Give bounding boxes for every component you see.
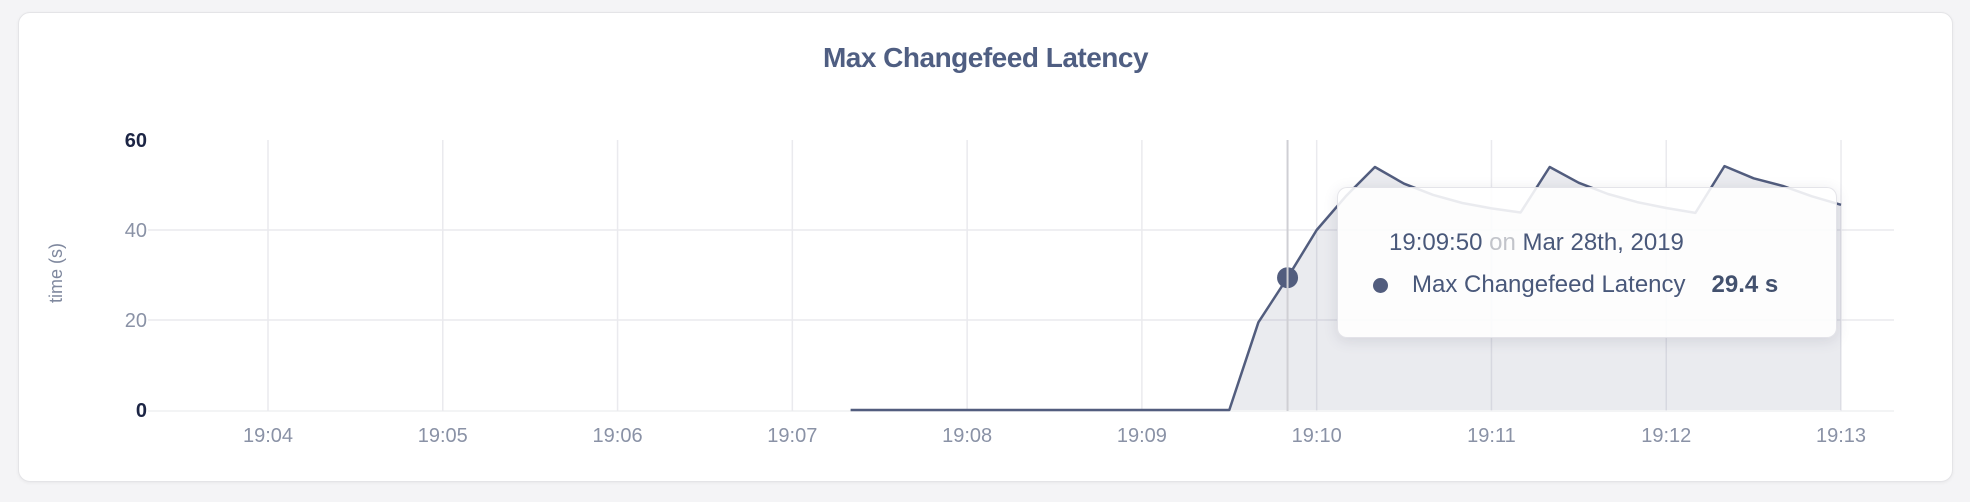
x-tick-label: 19:04 [243, 425, 293, 447]
x-tick-label: 19:10 [1292, 425, 1342, 447]
x-tick-label: 19:05 [418, 425, 468, 447]
x-tick-label: 19:11 [1467, 425, 1516, 447]
chart-tooltip [1337, 187, 1837, 338]
y-tick-label: 40 [125, 220, 147, 242]
y-axis-title: time (s) [46, 243, 66, 303]
y-tick-label: 20 [125, 310, 147, 332]
x-tick-label: 19:08 [942, 425, 992, 447]
chart-title: Max Changefeed Latency [822, 42, 1149, 73]
x-tick-label: 19:12 [1641, 425, 1691, 447]
y-tick-label: 60 [125, 130, 147, 152]
x-tick-label: 19:07 [767, 425, 817, 447]
x-tick-label: 19:06 [593, 425, 643, 447]
x-tick-label: 19:13 [1816, 425, 1866, 447]
y-tick-label: 0 [136, 400, 147, 422]
x-tick-label: 19:09 [1117, 425, 1167, 447]
